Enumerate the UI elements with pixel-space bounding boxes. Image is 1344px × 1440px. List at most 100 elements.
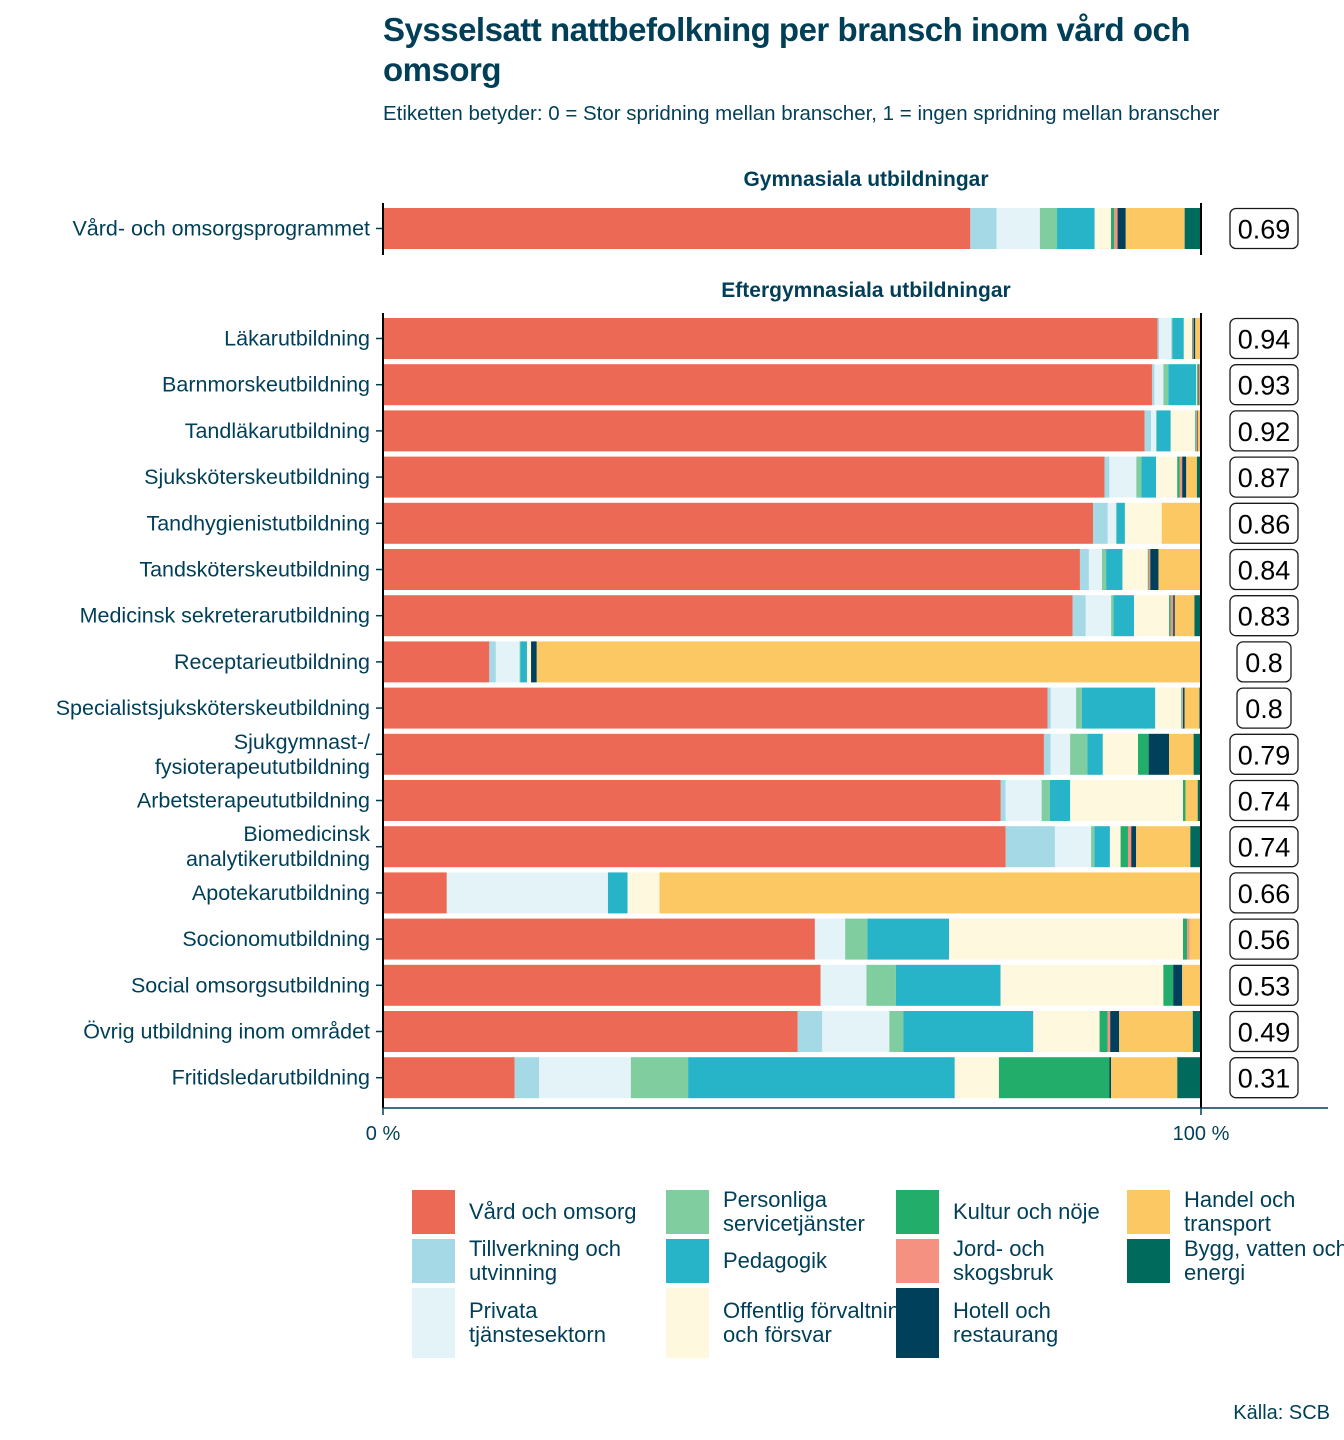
bar-segment (1150, 549, 1159, 590)
bar-segment (1039, 208, 1058, 249)
category-label: Läkarutbildning (224, 327, 370, 351)
chart-legend: Vård och omsorg Tillverkning och utvinnin… (412, 1187, 1344, 1370)
bar-segment (954, 1057, 999, 1099)
bar-segment (1081, 687, 1156, 729)
bar-segment (1195, 318, 1201, 359)
bar-segment (1111, 1057, 1178, 1099)
index-label-box (1229, 207, 1299, 250)
bar-segment (1005, 826, 1055, 868)
bar-segment (1104, 456, 1110, 498)
bar-segment (383, 826, 1006, 868)
bar-segment (1182, 456, 1187, 498)
bar-segment (1005, 780, 1042, 821)
bar-segment (489, 641, 496, 683)
bar-segment (1131, 826, 1137, 868)
bar-segment (1170, 595, 1174, 637)
bar-segment (1181, 687, 1183, 729)
index-label: 0.74 (1238, 787, 1291, 817)
bar-segment (1033, 1011, 1100, 1052)
index-label: 0.53 (1238, 971, 1291, 1001)
legend-label: Tillverkning och utvinning (469, 1236, 622, 1285)
bar-segment (970, 208, 997, 249)
bar-segment (1197, 364, 1199, 406)
bar-segment (1109, 456, 1137, 498)
index-label-box (1229, 733, 1299, 775)
bar-segment (1173, 595, 1175, 637)
category-label: Social omsorgsutbildning (131, 973, 370, 997)
category-label: Arbetsterapeututbildning (137, 789, 370, 813)
bar-segment (383, 1057, 515, 1099)
bar-segment (1192, 1011, 1201, 1052)
bar-segment (1125, 208, 1185, 249)
bar-segment (531, 641, 537, 683)
bar-segment (1091, 826, 1095, 868)
index-label: 0.87 (1238, 463, 1291, 493)
index-label: 0.8 (1245, 648, 1283, 678)
bar-segment (1102, 549, 1107, 590)
bar-segment (1043, 733, 1051, 775)
bar-segment (1070, 780, 1184, 821)
bar-segment (845, 918, 868, 960)
legend-label: Kultur och nöje (953, 1199, 1100, 1224)
bar-segment (1156, 456, 1178, 498)
bar-segment (1177, 456, 1180, 498)
bar-segment (1169, 733, 1194, 775)
stacked-bar-chart: Gymnasiala utbildningar Vård- och omsorgs… (56, 168, 1328, 1145)
index-label: 0.86 (1238, 509, 1291, 539)
bar-segment (1196, 364, 1198, 406)
bar-segment (536, 641, 1201, 683)
bar-segment (1079, 549, 1089, 590)
bar-segment (1193, 318, 1196, 359)
bar-segment (383, 208, 971, 249)
index-label: 0.83 (1238, 602, 1291, 632)
bar-segment (1196, 456, 1201, 498)
bar-segment (1148, 733, 1170, 775)
index-label: 0.66 (1238, 879, 1291, 909)
bar-segment (1183, 780, 1186, 821)
category-label: Fritidsledarutbildning (172, 1066, 370, 1090)
bar-segment (1120, 826, 1128, 868)
bar-segment (383, 918, 815, 960)
legend-swatch (412, 1288, 455, 1358)
legend-label: Jord- och skogsbruk (953, 1236, 1054, 1285)
index-label: 0.8 (1245, 694, 1283, 724)
legend-label: Personliga servicetjänster (723, 1187, 865, 1236)
category-label: Vård- och omsorgsprogrammet (72, 217, 370, 241)
bar-segment (383, 364, 1152, 406)
index-label: 0.93 (1238, 371, 1291, 401)
bar-segment (1179, 456, 1183, 498)
category-label: Tandsköterskeutbildning (139, 558, 370, 582)
legend-label: Vård och omsorg (469, 1199, 637, 1224)
index-label-box (1236, 687, 1292, 729)
bar-segment (1117, 208, 1126, 249)
index-label-box (1229, 317, 1299, 360)
bar-segment (1177, 1057, 1201, 1099)
index-label: 0.94 (1238, 325, 1291, 355)
bar-segment (1186, 456, 1197, 498)
index-label-box (1229, 1010, 1299, 1053)
bar-segment (1102, 733, 1139, 775)
bar-segment (1094, 826, 1110, 868)
category-label: Apotekarutbildning (192, 881, 370, 905)
bar-segment (1156, 410, 1171, 452)
bar-segment (1183, 687, 1185, 729)
bar-segment (1155, 687, 1182, 729)
bar-segment (903, 1011, 1034, 1052)
bar-segment (1050, 733, 1071, 775)
legend-swatch (1127, 1190, 1170, 1234)
legend-swatch (666, 1288, 709, 1358)
bar-segment (1109, 1057, 1112, 1099)
bar-segment (1151, 364, 1155, 406)
bar-segment (1168, 364, 1197, 406)
legend-label: Privata tjänstesektorn (469, 1298, 606, 1347)
index-label-box (1229, 595, 1299, 637)
index-label-box (1236, 641, 1292, 683)
bar-segment (1136, 826, 1191, 868)
index-label-box (1229, 456, 1299, 498)
x-tick-label: 100 % (1173, 1123, 1230, 1145)
bar-segment (659, 872, 1201, 914)
bar-segment (1197, 410, 1201, 452)
bar-segment (1183, 318, 1193, 359)
bar-segment (1159, 318, 1172, 359)
bar-segment (1110, 1011, 1120, 1052)
